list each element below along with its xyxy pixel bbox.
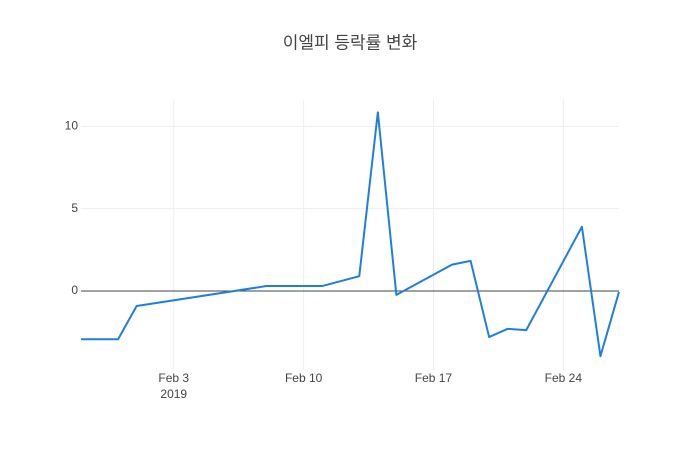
x-tick-label: Feb 17	[415, 371, 453, 385]
x-tick-label: Feb 10	[285, 371, 323, 385]
y-tick-label: 5	[71, 201, 78, 215]
y-tick-label: 10	[65, 119, 79, 133]
x-tick-label: Feb 3	[158, 371, 189, 385]
x-tick-sublabel: 2019	[160, 387, 187, 401]
chart-title: 이엘피 등락률 변화	[283, 33, 418, 52]
y-tick-label: 0	[71, 283, 78, 297]
x-tick-label: Feb 24	[545, 371, 583, 385]
data-line	[81, 111, 620, 358]
